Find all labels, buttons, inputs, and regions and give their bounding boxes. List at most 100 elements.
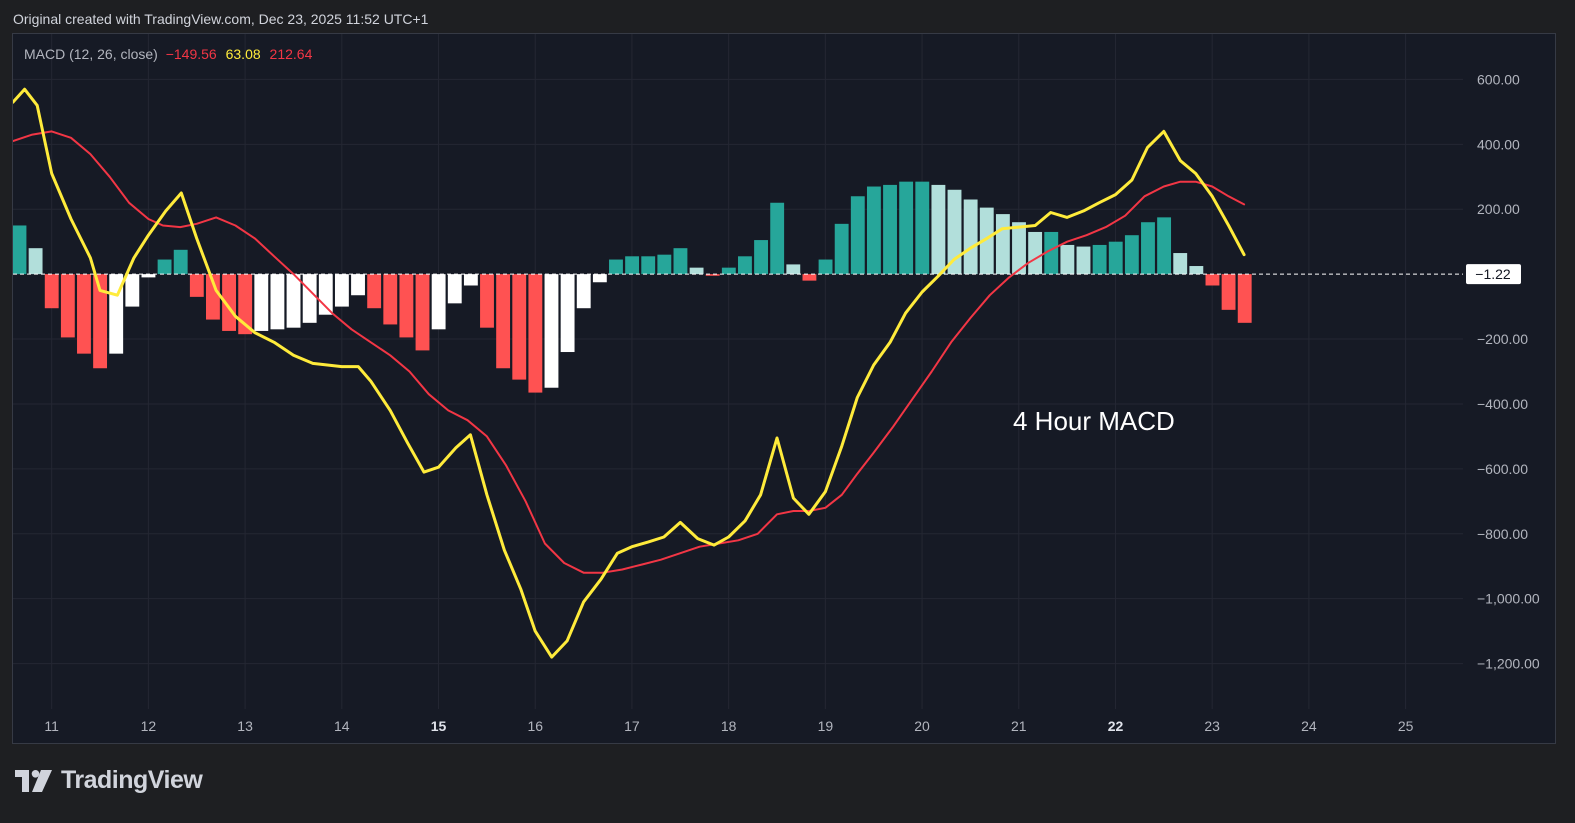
y-tick-label: −800.00	[1477, 526, 1528, 542]
histogram-bar	[754, 240, 768, 275]
macd-line	[13, 87, 1246, 659]
histogram-bar	[915, 181, 930, 275]
x-tick-label: 13	[237, 718, 253, 734]
histogram-bar	[1124, 235, 1139, 275]
histogram-bar	[592, 274, 607, 283]
histogram-bar	[705, 274, 720, 276]
histogram-bar	[383, 274, 398, 325]
tradingview-logo-text: TradingView	[61, 766, 203, 794]
y-tick-label: −200.00	[1477, 331, 1528, 347]
macd-chart[interactable]: 600.00 400.00 200.00 −200.00 −400.00 −600.00 −…	[13, 34, 1555, 743]
histogram-bar	[738, 256, 752, 275]
histogram-bar	[657, 254, 672, 275]
histogram-bar	[254, 274, 269, 331]
histogram-bar	[415, 274, 430, 351]
macd-value: 63.08	[225, 46, 261, 62]
histogram-bar	[1205, 274, 1220, 286]
histogram-bar	[1141, 222, 1155, 275]
histogram-bar	[157, 259, 172, 275]
histogram-bar	[866, 186, 881, 275]
x-tick-label: 19	[818, 718, 834, 734]
histogram-bar	[995, 214, 1010, 275]
zero-value-label: −1.22	[1466, 264, 1521, 285]
indicator-legend[interactable]: MACD (12, 26, close) −149.56 63.08 212.6…	[24, 46, 312, 62]
zero-value-text: −1.22	[1475, 266, 1511, 282]
macd-chart-panel[interactable]: 600.00 400.00 200.00 −200.00 −400.00 −600.00 −…	[12, 33, 1556, 744]
x-tick-label: 16	[527, 718, 543, 734]
histogram-bar	[899, 181, 914, 275]
x-tick-label: 11	[44, 718, 59, 734]
histogram-bar	[834, 223, 849, 275]
histogram-bar	[1076, 246, 1091, 275]
y-tick-label: −1,000.00	[1477, 591, 1540, 607]
x-tick-label: 24	[1301, 718, 1317, 734]
x-tick-label: 15	[431, 718, 447, 734]
histogram-bar	[93, 274, 108, 369]
histogram-bar	[818, 259, 833, 275]
histogram-bar	[447, 274, 462, 304]
x-tick-label: 17	[624, 718, 640, 734]
histogram-bar	[496, 274, 511, 369]
histogram-bar	[609, 259, 623, 275]
histogram-bar	[512, 274, 527, 380]
histogram-bar	[13, 225, 27, 275]
histogram-bar	[979, 207, 994, 275]
histogram-bar	[560, 274, 575, 353]
x-tick-label: 20	[914, 718, 930, 734]
histogram-bar	[270, 274, 285, 330]
histogram-bar	[77, 274, 91, 354]
tradingview-logo-icon	[15, 769, 52, 792]
histogram-bar	[286, 274, 301, 328]
histogram-bar	[625, 256, 640, 275]
histogram-bar	[576, 274, 591, 309]
histogram-bar	[689, 267, 704, 275]
signal-value: 212.64	[269, 46, 313, 62]
chart-annotation: 4 Hour MACD	[1013, 406, 1175, 436]
histogram-bar	[1012, 222, 1026, 275]
histogram-bar	[480, 274, 494, 328]
x-tick-label: 12	[141, 718, 157, 734]
histogram-bar	[1060, 244, 1075, 275]
histogram-bar	[528, 274, 543, 393]
tradingview-logo[interactable]: TradingView	[15, 766, 203, 795]
histogram-bar	[883, 184, 897, 275]
histogram-bar	[334, 274, 349, 307]
zero-value-box	[1466, 264, 1521, 285]
histogram-bar	[302, 274, 317, 323]
histogram-bar	[125, 274, 140, 307]
histogram-bar	[1157, 217, 1172, 275]
grid-lines	[13, 34, 1463, 709]
y-tick-label: −400.00	[1477, 396, 1528, 412]
histogram-bar	[1221, 274, 1236, 310]
indicator-name: MACD (12, 26, close)	[24, 46, 158, 62]
histogram-bar	[1028, 231, 1043, 275]
histogram-bar	[1237, 274, 1252, 323]
y-tick-label: −1,200.00	[1477, 656, 1540, 672]
histogram-bar	[318, 274, 333, 315]
y-tick-label: 400.00	[1477, 136, 1520, 152]
histogram-bar	[802, 274, 817, 281]
histogram-bar	[431, 274, 446, 330]
x-tick-label: 21	[1011, 718, 1027, 734]
histogram-bar	[947, 189, 962, 275]
histogram-bar	[367, 274, 382, 309]
histogram-bar	[351, 274, 365, 296]
histogram-bar	[173, 249, 188, 275]
histogram-value: −149.56	[165, 46, 217, 62]
histogram-bar	[189, 274, 204, 297]
histogram-bar	[1092, 244, 1107, 275]
histogram-bar	[141, 274, 156, 278]
macd-lines	[13, 87, 1246, 659]
histogram-bar	[60, 274, 75, 338]
histogram-bar	[770, 202, 785, 275]
axes: 600.00 400.00 200.00 −200.00 −400.00 −600.00 −…	[44, 71, 1539, 734]
x-tick-label: 14	[334, 718, 350, 734]
chart-credit: Original created with TradingView.com, D…	[13, 11, 429, 27]
histogram-bar	[206, 274, 220, 320]
histogram-bar	[1173, 253, 1188, 275]
x-tick-label: 18	[721, 718, 737, 734]
histogram-bar	[786, 264, 801, 275]
x-tick-label: 25	[1398, 718, 1414, 734]
chart-labels: −1.22 4 Hour MACD	[1013, 264, 1521, 436]
histogram-bar	[931, 184, 946, 275]
